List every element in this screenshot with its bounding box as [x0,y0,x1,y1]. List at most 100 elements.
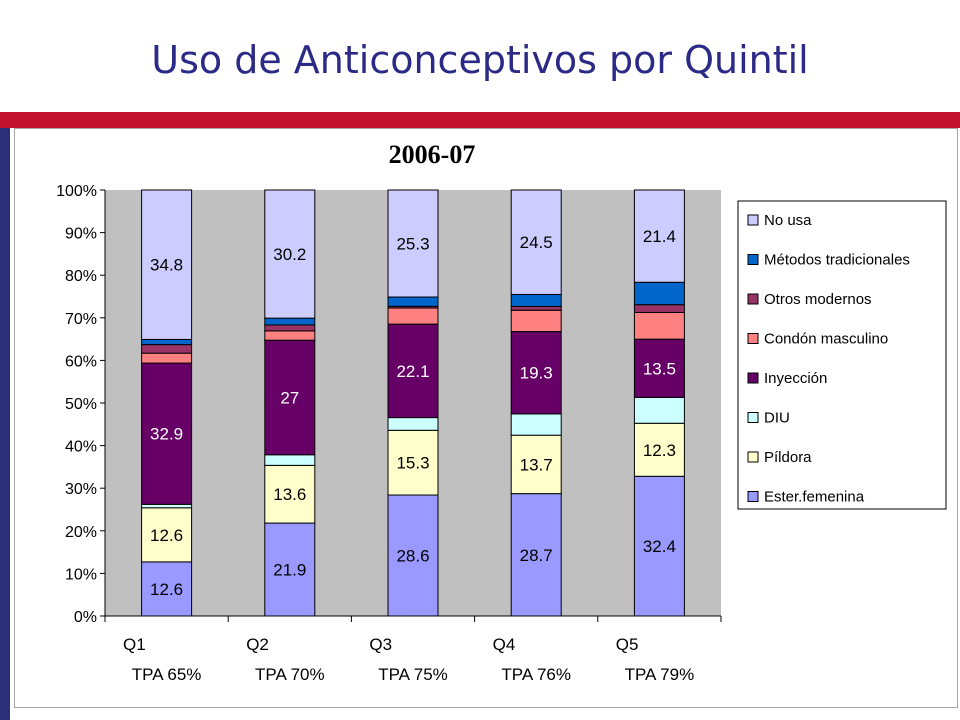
legend-label: Métodos tradicionales [764,252,910,269]
bar-segment-no-usa [141,189,193,340]
bar-segment-cond-n-masculino [387,307,439,325]
bar-segment-ester-femenina [387,494,439,617]
legend-swatch [747,293,759,305]
x-category-sublabel: TPA 65% [132,665,202,684]
bar-segment-diu [264,454,316,466]
y-tick-label: 50% [65,396,97,413]
data-label: 28.7 [520,546,553,565]
x-category-label: Q5 [616,635,639,654]
data-label: 22.1 [396,362,429,381]
bar-segment-otros-modernos [510,305,562,311]
data-label: 27 [280,388,299,407]
legend-swatch [747,333,759,344]
data-label: 13.5 [643,359,676,378]
bar-segment-cond-n-masculino [633,311,685,340]
y-tick-label: 20% [65,524,97,541]
title-divider [0,112,960,128]
data-label: 15.3 [396,454,429,473]
x-category-sublabel: TPA 79% [625,665,695,684]
bar-segment-ester-femenina [141,561,193,617]
y-tick-label: 80% [65,268,97,285]
y-tick-label: 90% [65,226,97,243]
bar-segment-ester-femenina [633,475,685,617]
bar-segment-no-usa [633,189,685,283]
y-tick-label: 40% [65,439,97,456]
bar-segment-p-ldora [510,434,562,495]
bar-segment-cond-n-masculino [141,352,193,364]
x-category-label: Q2 [246,635,269,654]
bar-segment-cond-n-masculino [510,309,562,333]
bar-segment-no-usa [387,189,439,298]
bar-segment-diu [510,413,562,436]
bar-segment-diu [633,396,685,424]
legend-label: Ester.femenina [764,489,865,506]
data-label: 12.6 [150,580,183,599]
bar-segment-m-todos-tradicionales [633,281,685,306]
data-label: 25.3 [396,235,429,254]
data-label: 19.3 [520,364,553,383]
stacked-bar-chart: 2006-07 0% 10% 20% 30% 40% 50% 60% 70% 80% 90% 100%… [56,140,947,684]
bar-segment-no-usa [510,189,562,295]
left-accent-bar [0,128,10,720]
legend-swatch [747,254,759,265]
bar-segment-inyecci-n [510,331,562,415]
legend-label: DIU [764,410,790,427]
y-tick-label: 100% [56,183,97,200]
bar-segment-diu [387,417,439,431]
bar-segment-ester-femenina [264,522,316,617]
slide-title: Uso de Anticonceptivos por Quintil [151,38,809,82]
chart-subtitle: 2006-07 [389,140,476,169]
bar-segment-diu [141,503,193,509]
legend-swatch [747,491,759,502]
x-category-label: Q3 [369,635,392,654]
data-label: 12.6 [150,526,183,545]
bar-segment-inyecci-n [141,362,193,505]
legend-label: Píldora [764,449,812,466]
bar-segment-cond-n-masculino [264,330,316,341]
y-tick-label: 30% [65,481,97,498]
y-tick-label: 70% [65,311,97,328]
y-tick-label: 0% [74,609,97,626]
legend-swatch [747,372,759,384]
bar-segment-otros-modernos [264,324,316,332]
data-label: 28.6 [396,547,429,566]
x-category-label: Q1 [123,635,146,654]
bar-segment-inyecci-n [387,323,439,419]
legend-box [737,200,947,510]
data-label: 13.6 [273,485,306,504]
x-category-sublabel: TPA 76% [501,665,571,684]
bar-segment-inyecci-n [633,338,685,398]
data-label: 21.9 [273,561,306,580]
x-category-label: Q4 [493,635,516,654]
y-tick-label: 60% [65,353,97,370]
chart-area: 2006-07 0% 10% 20% 30% 40% 50% 60% 70% 80% 90% 100%… [14,128,958,708]
bar-segment-inyecci-n [264,339,316,456]
legend-swatch [747,451,759,463]
legend-label: Otros modernos [764,291,872,308]
bar-segment-m-todos-tradicionales [510,293,562,307]
bar-segment-m-todos-tradicionales [141,338,193,346]
x-category-sublabel: TPA 70% [255,665,325,684]
x-category-sublabel: TPA 75% [378,665,448,684]
data-label: 21.4 [643,227,676,246]
legend-label: Inyección [764,370,827,387]
data-label: 24.5 [520,233,553,252]
bar-segment-p-ldora [264,464,316,524]
bar-segment-otros-modernos [141,344,193,354]
data-label: 12.3 [643,441,676,460]
data-label: 34.8 [150,256,183,275]
legend-label: Condón masculino [764,331,888,348]
bar-segment-m-todos-tradicionales [264,317,316,326]
y-tick-label: 10% [65,566,97,583]
data-label: 13.7 [520,455,553,474]
bar-segment-p-ldora [633,422,685,477]
bar-segment-no-usa [264,189,316,319]
data-label: 32.4 [643,537,676,556]
legend-swatch [747,214,759,226]
legend-label: No usa [764,212,812,229]
bar-segment-ester-femenina [510,493,562,617]
bar-segment-otros-modernos [633,304,685,313]
data-label: 30.2 [273,245,306,264]
legend-swatch [747,412,759,423]
data-label: 32.9 [150,425,183,444]
